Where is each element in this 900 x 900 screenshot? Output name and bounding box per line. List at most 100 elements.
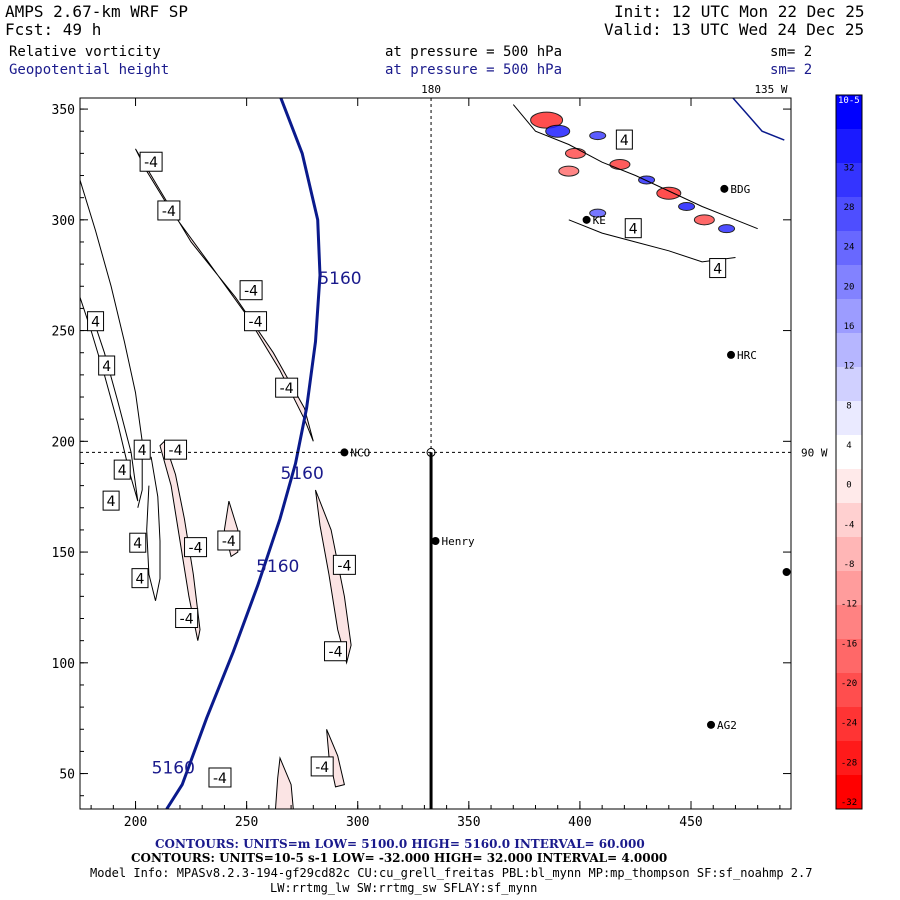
colorbar-tick-label: 12 — [844, 362, 855, 372]
vorticity-label: -4 — [329, 645, 343, 661]
vorticity-cluster — [693, 214, 715, 226]
x-tick-label: 250 — [235, 815, 258, 830]
model-title: AMPS 2.67-km WRF SP — [5, 2, 189, 21]
colorbar-swatch — [836, 469, 862, 504]
vorticity-label: 4 — [107, 494, 116, 510]
vorticity-cluster — [609, 158, 631, 170]
neg-vorticity-band — [315, 489, 352, 665]
init-time: Init: 12 UTC Mon 22 Dec 25 — [614, 2, 865, 21]
station-label: AG2 — [717, 719, 737, 732]
colorbar-swatch — [836, 231, 862, 266]
x-tick-label: 400 — [568, 815, 591, 830]
height-label: 5160 — [318, 269, 361, 289]
vorticity-label: 4 — [629, 222, 638, 238]
colorbar-tick-label: -16 — [841, 639, 857, 649]
x-tick-label: 450 — [679, 815, 702, 830]
height-label: 5160 — [256, 557, 299, 577]
station-marker — [582, 215, 591, 224]
vorticity-label-box — [133, 439, 151, 460]
forecast-hour: Fcst: 49 h — [5, 20, 102, 39]
colorbar-swatch — [836, 503, 862, 538]
vorticity-label-box — [217, 530, 241, 551]
vorticity-label: -4 — [315, 760, 329, 776]
neg-vorticity-band — [274, 756, 294, 809]
colorbar-swatch — [836, 333, 862, 368]
colorbar-swatch — [836, 707, 862, 742]
x-tick-label: 200 — [124, 815, 147, 830]
vorticity-label-box — [310, 756, 334, 777]
vorticity-cluster — [678, 202, 696, 212]
plot-area: 5160 5160 5160 5160 -4 -4 -4 -4 -4 -4 -4 -4 -4 -4 -4 -4… — [80, 98, 791, 809]
vorticity-label: -4 — [162, 204, 176, 220]
colorbar-swatch — [836, 197, 862, 232]
y-tick-label: 150 — [52, 546, 75, 561]
vorticity-label-box — [239, 280, 263, 301]
vorticity-label: 4 — [118, 463, 127, 479]
x-tick-label: 350 — [457, 815, 480, 830]
vorticity-label-box — [98, 355, 116, 376]
field2-smooth: sm= 2 — [770, 62, 813, 78]
vorticity-label: -4 — [189, 541, 203, 557]
vorticity-label-box — [624, 218, 642, 239]
meridian-90w-label: 90 W — [801, 446, 828, 459]
vorticity-label: 4 — [620, 133, 629, 149]
colorbar-tick-label: 32 — [844, 163, 855, 173]
colorbar-tick-label: 0 — [846, 481, 851, 491]
station-label: NCO — [350, 446, 370, 459]
vorticity-label: 4 — [138, 443, 147, 459]
pos-vorticity-contour — [146, 456, 161, 601]
station-label: HRC — [737, 349, 757, 362]
vorticity-label: -4 — [249, 315, 263, 331]
vorticity-label: -4 — [244, 284, 258, 300]
colorbar-tick-label: -24 — [841, 719, 857, 729]
colorbar-tick-label: -28 — [841, 758, 857, 768]
vorticity-label-box — [175, 608, 199, 629]
colorbar-swatch — [836, 673, 862, 708]
vorticity-label: -4 — [180, 612, 194, 628]
colorbar-swatch — [836, 605, 862, 640]
height-label: 5160 — [281, 464, 324, 484]
colorbar-swatch — [836, 95, 862, 130]
pos-vorticity-contour — [80, 297, 139, 502]
vorticity-cluster — [656, 186, 682, 200]
footer-vort-contours: CONTOURS: UNITS=10-5 s-1 LOW= -32.000 HI… — [131, 851, 668, 865]
colorbar-swatch — [836, 537, 862, 572]
vorticity-label-box — [102, 490, 120, 511]
footer-height-contours: CONTOURS: UNITS=m LOW= 5100.0 HIGH= 5160… — [155, 837, 645, 851]
colorbar-tick-label: 24 — [844, 243, 855, 253]
colorbar-tick-label: 28 — [844, 203, 855, 213]
vorticity-label-box — [332, 554, 356, 575]
station-label: KE — [593, 214, 606, 227]
vorticity-cluster — [589, 131, 607, 141]
vorticity-label: -4 — [144, 155, 158, 171]
station-marker — [720, 184, 729, 193]
vorticity-cluster — [589, 208, 607, 218]
station-marker — [431, 536, 440, 545]
vorticity-label: 4 — [133, 536, 142, 552]
vorticity-label-box — [184, 537, 208, 558]
x-tick-label: 300 — [346, 815, 369, 830]
y-tick-label: 300 — [52, 214, 75, 229]
vorticity-label-box — [113, 459, 131, 480]
colorbar-tick-label: 16 — [844, 322, 855, 332]
vorticity-label-box — [129, 532, 147, 553]
station-label: BDG — [730, 183, 750, 196]
colorbar-tick-label: 20 — [844, 282, 855, 292]
height-contour-5160 — [165, 98, 322, 809]
vorticity-label: -4 — [213, 771, 227, 787]
vorticity-label-box — [275, 377, 299, 398]
colorbar-swatch — [836, 571, 862, 606]
vorticity-label: 4 — [713, 262, 722, 278]
station-marker — [707, 720, 716, 729]
field1-name: Relative vorticity — [9, 44, 161, 60]
vorticity-label: -4 — [280, 381, 294, 397]
colorbar-tick-label: -8 — [844, 560, 855, 570]
coastline — [731, 98, 785, 141]
neg-vorticity-band — [159, 440, 201, 641]
colorbar-tick-label: 4 — [846, 441, 851, 451]
vorticity-label: 4 — [91, 315, 100, 331]
colorbar-tick-label: -4 — [844, 520, 855, 530]
vorticity-label-box — [244, 311, 268, 332]
